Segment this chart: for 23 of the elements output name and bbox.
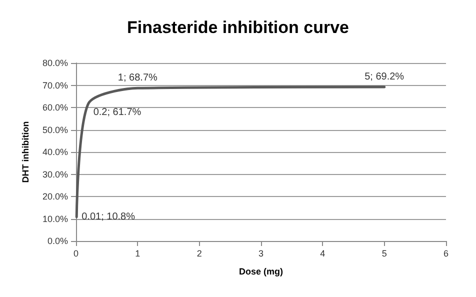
y-tick-label: 60.0% xyxy=(42,102,68,112)
x-tick-label: 1 xyxy=(135,248,140,258)
data-label: 1; 68.7% xyxy=(118,72,158,84)
y-axis-title: DHT inhibition xyxy=(20,121,30,183)
x-tick-label: 6 xyxy=(443,248,449,258)
y-tick-label: 40.0% xyxy=(42,147,68,157)
y-tick-label: 0.0% xyxy=(47,236,68,246)
x-tick-label: 0 xyxy=(73,248,79,258)
x-tick-label: 4 xyxy=(320,248,326,258)
y-tick-label: 70.0% xyxy=(42,80,68,90)
x-axis-title: Dose (mg) xyxy=(238,266,284,276)
x-tick-label: 5 xyxy=(382,248,387,258)
y-tick-label: 80.0% xyxy=(42,58,68,68)
x-tick-label: 3 xyxy=(258,248,264,258)
y-tick-label: 30.0% xyxy=(42,169,68,180)
data-label: 0.01; 10.8% xyxy=(82,211,136,222)
x-tick-label: 2 xyxy=(196,248,202,258)
y-tick-label: 50.0% xyxy=(42,124,68,135)
data-label: 5; 69.2% xyxy=(364,72,404,83)
data-label: 0.2; 61.7% xyxy=(93,107,142,118)
y-tick-label: 10.0% xyxy=(42,214,68,224)
chart-title: Finasteride inhibition curve xyxy=(127,18,349,37)
y-tick-label: 20.0% xyxy=(42,192,68,202)
